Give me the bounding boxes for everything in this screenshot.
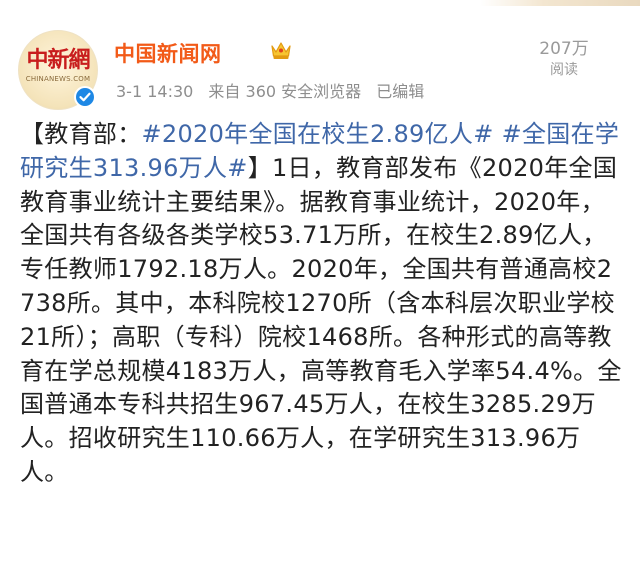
view-count: 207万 阅读 — [524, 38, 604, 80]
view-count-label: 阅读 — [550, 62, 578, 78]
top-decoration-strip — [480, 0, 640, 6]
edited-label[interactable]: 已编辑 — [376, 82, 425, 101]
account-name[interactable]: 中国新闻网 — [114, 42, 222, 66]
avatar-logo-subtext: CHINANEWS.COM — [25, 75, 91, 83]
hashtag-link[interactable]: #全国在学研究生313.96万人# — [20, 120, 620, 182]
post-body-text: 】1日，教育部发布《2020年全国教育事业统计主要结果》。据教育事业统计，202… — [20, 153, 622, 486]
hashtag-link[interactable]: #2020年全国在校生2.89亿人# — [141, 120, 494, 148]
post-meta: 3-1 14:30 来自 360 安全浏览器 已编辑 — [116, 78, 434, 102]
post-prefix: 【教育部： — [20, 120, 142, 148]
post-header: 中新網 CHINANEWS.COM 中国新闻网 3-1 14:30 来自 360… — [18, 30, 622, 110]
post-source[interactable]: 来自 360 安全浏览器 — [208, 82, 362, 101]
post-time: 3-1 14:30 — [116, 82, 194, 101]
view-count-number: 207万 — [539, 39, 589, 59]
crown-icon — [270, 40, 292, 60]
verified-badge-icon — [74, 86, 96, 108]
post-content: 【教育部：#2020年全国在校生2.89亿人# #全国在学研究生313.96万人… — [20, 118, 624, 490]
avatar-logo-text: 中新網 — [26, 47, 90, 73]
